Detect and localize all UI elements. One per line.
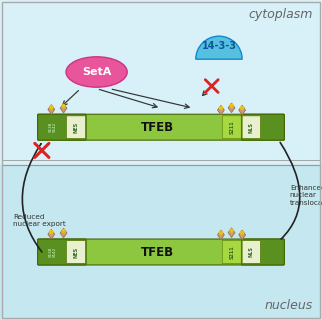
FancyBboxPatch shape bbox=[66, 116, 85, 139]
Polygon shape bbox=[218, 105, 224, 115]
Text: S138
S142: S138 S142 bbox=[49, 247, 57, 257]
Polygon shape bbox=[239, 230, 246, 240]
Circle shape bbox=[50, 106, 53, 109]
Circle shape bbox=[230, 229, 233, 232]
Polygon shape bbox=[218, 230, 224, 240]
Circle shape bbox=[220, 231, 223, 234]
Ellipse shape bbox=[66, 57, 127, 87]
Circle shape bbox=[62, 229, 65, 232]
Polygon shape bbox=[228, 228, 235, 237]
Text: NES: NES bbox=[73, 122, 79, 133]
FancyBboxPatch shape bbox=[222, 116, 241, 139]
Circle shape bbox=[241, 107, 244, 109]
FancyBboxPatch shape bbox=[242, 114, 284, 140]
Text: TFEB: TFEB bbox=[141, 121, 174, 134]
Polygon shape bbox=[60, 228, 67, 238]
Polygon shape bbox=[48, 229, 55, 239]
Polygon shape bbox=[48, 105, 55, 114]
Polygon shape bbox=[228, 103, 235, 113]
Circle shape bbox=[241, 231, 244, 234]
FancyBboxPatch shape bbox=[242, 239, 284, 265]
Bar bbox=[0, 165, 322, 320]
FancyBboxPatch shape bbox=[222, 241, 241, 263]
FancyArrowPatch shape bbox=[22, 144, 42, 252]
Polygon shape bbox=[60, 103, 67, 113]
Bar bbox=[0, 0, 322, 165]
Text: Reduced
nuclear export: Reduced nuclear export bbox=[13, 214, 66, 227]
FancyBboxPatch shape bbox=[38, 114, 86, 140]
Text: Enhanced
nuclear
translocation: Enhanced nuclear translocation bbox=[290, 185, 322, 206]
Text: S211: S211 bbox=[229, 120, 234, 134]
FancyArrowPatch shape bbox=[280, 142, 300, 239]
Polygon shape bbox=[239, 105, 246, 115]
FancyBboxPatch shape bbox=[242, 116, 260, 139]
FancyBboxPatch shape bbox=[38, 239, 284, 265]
Wedge shape bbox=[196, 36, 242, 59]
Text: cytoplasm: cytoplasm bbox=[248, 8, 312, 21]
Circle shape bbox=[50, 231, 53, 234]
Text: S211: S211 bbox=[229, 245, 234, 259]
FancyBboxPatch shape bbox=[66, 241, 85, 263]
Text: TFEB: TFEB bbox=[141, 245, 174, 259]
Circle shape bbox=[230, 104, 233, 107]
Text: NES: NES bbox=[73, 246, 79, 258]
FancyBboxPatch shape bbox=[242, 241, 260, 263]
Text: S138
S142: S138 S142 bbox=[49, 122, 57, 132]
Text: SetA: SetA bbox=[82, 67, 111, 77]
Text: nucleus: nucleus bbox=[264, 299, 312, 312]
Text: NLS: NLS bbox=[249, 247, 254, 257]
Text: NLS: NLS bbox=[249, 122, 254, 132]
Circle shape bbox=[220, 107, 223, 109]
FancyBboxPatch shape bbox=[38, 239, 86, 265]
Text: 14-3-3: 14-3-3 bbox=[202, 41, 236, 51]
FancyBboxPatch shape bbox=[38, 114, 284, 140]
Circle shape bbox=[62, 105, 65, 108]
